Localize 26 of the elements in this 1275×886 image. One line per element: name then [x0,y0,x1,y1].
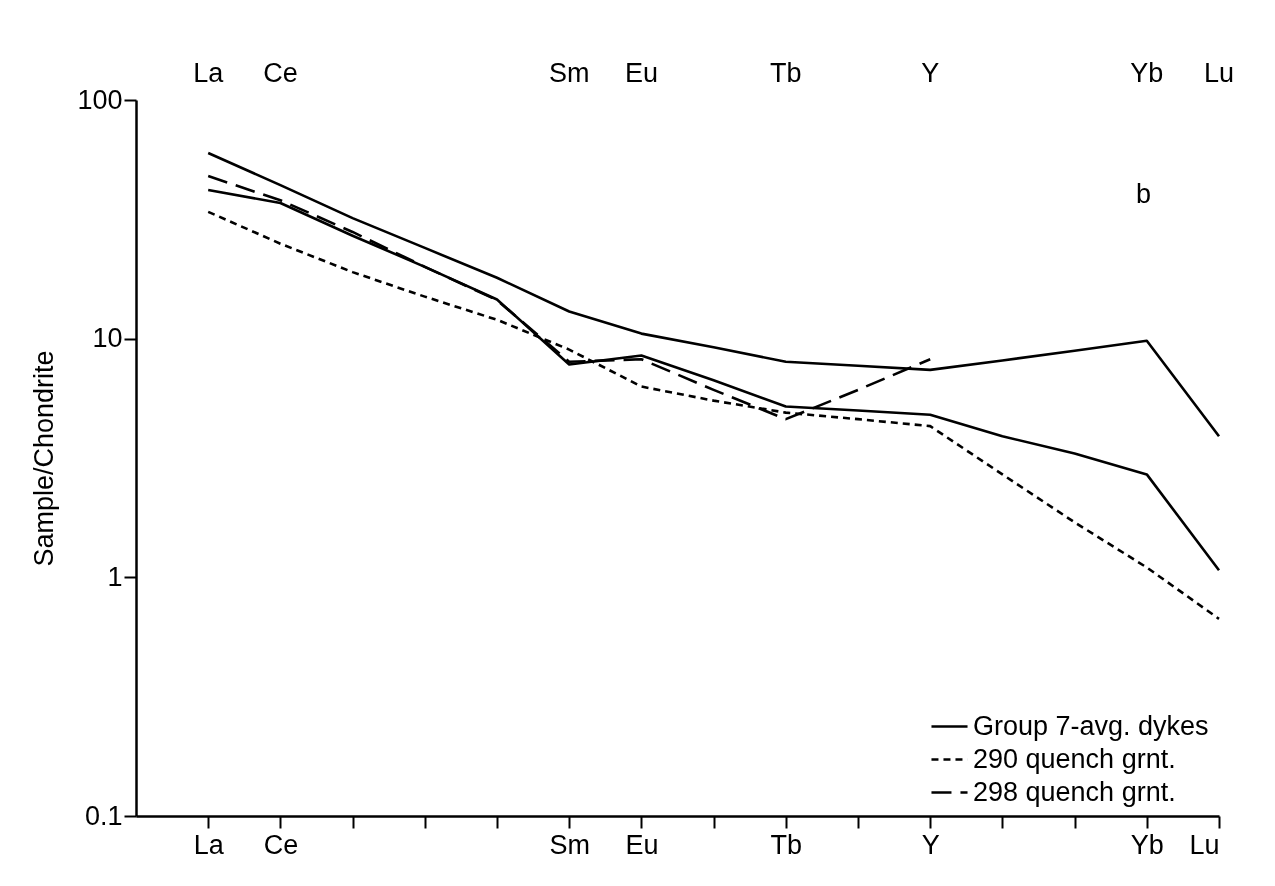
y-tick-label: 1 [107,561,123,592]
category-label: Ce [263,829,299,860]
x-tick-label: Yb [1130,58,1164,88]
x-tick-label: Y [921,58,940,88]
legend-label: 298 quench grnt. [973,776,1176,807]
legend-label: 290 quench grnt. [973,743,1176,774]
category-label: Yb [1130,829,1164,860]
x-tick-label: Tb [770,58,802,88]
y-tick-label: 100 [77,84,123,115]
annotation: b [1136,179,1152,209]
category-label: Y [921,829,940,860]
category-label: Tb [770,829,803,860]
category-label: Lu [1189,829,1220,860]
y-tick-label: 10 [92,323,123,354]
legend-label: Group 7-avg. dykes [973,710,1209,741]
category-label: Eu [625,829,659,860]
y-axis-title: Sample/Chondrite [29,350,60,567]
x-tick-label: Lu [1203,58,1235,88]
category-label: Sm [549,829,590,860]
x-tick-label: Eu [624,58,658,88]
x-tick-label: Ce [263,58,298,88]
y-tick-label: 0.1 [84,800,123,831]
x-tick-label: Sm [548,58,590,88]
x-tick-label: La [193,58,225,88]
category-label: La [193,829,224,860]
line-series [206,151,1221,438]
